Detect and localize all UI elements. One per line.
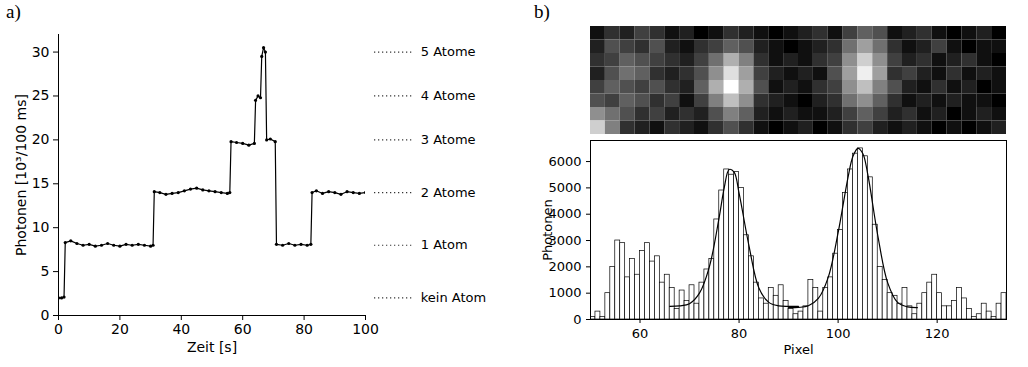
svg-text:10: 10 <box>32 219 50 235</box>
svg-text:3000: 3000 <box>548 232 582 248</box>
svg-text:30: 30 <box>32 44 50 60</box>
svg-text:Pixel: Pixel <box>783 342 813 357</box>
svg-text:80: 80 <box>295 321 313 337</box>
svg-text:1000: 1000 <box>548 285 581 300</box>
svg-text:0: 0 <box>573 312 581 327</box>
svg-text:kein Atom: kein Atom <box>421 290 486 305</box>
svg-text:0: 0 <box>54 321 63 337</box>
svg-text:15: 15 <box>32 175 50 191</box>
svg-text:0: 0 <box>41 307 50 323</box>
svg-text:3 Atome: 3 Atome <box>421 132 476 147</box>
svg-text:Zeit [s]: Zeit [s] <box>187 339 237 355</box>
svg-text:60: 60 <box>632 326 649 341</box>
svg-text:1 Atom: 1 Atom <box>421 237 468 252</box>
svg-text:2 Atome: 2 Atome <box>421 185 476 200</box>
svg-text:100: 100 <box>352 321 379 337</box>
html-text:b): b) <box>534 1 550 22</box>
svg-text:120: 120 <box>925 326 950 341</box>
svg-text:4 Atome: 4 Atome <box>421 88 476 103</box>
html-text:a): a) <box>6 1 21 22</box>
svg-text:20: 20 <box>32 131 50 147</box>
svg-text:5000: 5000 <box>548 180 581 195</box>
svg-text:60: 60 <box>234 321 252 337</box>
svg-text:80: 80 <box>731 326 748 341</box>
svg-text:25: 25 <box>32 87 50 103</box>
svg-text:20: 20 <box>111 321 129 337</box>
svg-text:2000: 2000 <box>548 259 582 274</box>
svg-text:40: 40 <box>172 321 190 337</box>
svg-text:Photonen: Photonen <box>540 199 555 261</box>
svg-text:6000: 6000 <box>548 154 581 169</box>
svg-text:5: 5 <box>41 263 50 279</box>
svg-text:Photonen [10³/100 ms]: Photonen [10³/100 ms] <box>13 94 29 256</box>
svg-text:5 Atome: 5 Atome <box>421 44 476 59</box>
svg-text:100: 100 <box>826 326 851 341</box>
svg-text:4000: 4000 <box>548 206 582 222</box>
